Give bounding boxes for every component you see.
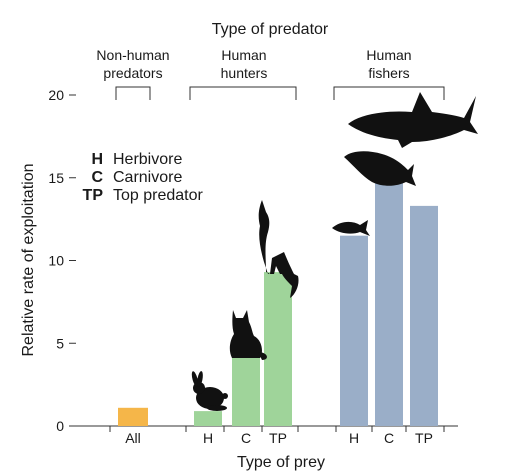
grouper-icon	[344, 151, 416, 186]
x-axis-label: Type of prey	[237, 454, 325, 471]
bar-5	[375, 177, 403, 426]
wolf-icon	[258, 200, 299, 298]
x-tick-labels: All H C TP H C TP	[109, 426, 445, 446]
bar-6	[410, 205, 438, 426]
shark-icon	[348, 92, 478, 148]
x-tick-label: All	[125, 430, 141, 446]
legend-abbr: C	[91, 169, 103, 186]
y-tick-label: 10	[48, 253, 64, 269]
cat-icon	[229, 310, 267, 360]
bar-4	[340, 235, 368, 426]
legend-label: Carnivore	[113, 169, 182, 186]
group-label: fishers	[368, 65, 409, 81]
legend-label: Herbivore	[113, 151, 182, 168]
chart-title: Type of predator	[212, 21, 329, 38]
bars	[118, 177, 438, 426]
group-label: Human	[221, 47, 266, 63]
x-tick-label: C	[241, 430, 251, 446]
group-bracket	[189, 86, 297, 100]
x-tick-label: H	[203, 430, 213, 446]
group-label: Non-human	[96, 47, 169, 63]
x-tick-label: H	[349, 430, 359, 446]
group-bracket	[333, 86, 445, 100]
rabbit-icon	[191, 371, 228, 411]
legend: H Herbivore C Carnivore TP Top predator	[83, 151, 204, 204]
x-tick-label: TP	[269, 430, 287, 446]
y-tick-label: 15	[48, 170, 64, 186]
legend-label: Top predator	[113, 187, 204, 204]
legend-abbr: TP	[83, 187, 104, 204]
group-label: Human	[366, 47, 411, 63]
group-label: predators	[103, 65, 162, 81]
group-bracket	[115, 86, 151, 100]
bar-0	[118, 407, 148, 426]
fish-icon	[332, 220, 370, 236]
x-tick-label: C	[384, 430, 394, 446]
group-labels: Non-human predators Human hunters Human fishe…	[96, 47, 445, 100]
y-tick-label: 0	[56, 418, 64, 434]
bar-3	[264, 272, 292, 426]
bar-1	[194, 411, 222, 426]
group-label: hunters	[221, 65, 268, 81]
y-tick-label: 5	[56, 335, 64, 351]
x-tick-label: TP	[415, 430, 433, 446]
bar-2	[232, 356, 260, 426]
y-axis-label: Relative rate of exploitation	[20, 164, 37, 357]
legend-abbr: H	[91, 151, 103, 168]
y-tick-label: 20	[48, 87, 64, 103]
